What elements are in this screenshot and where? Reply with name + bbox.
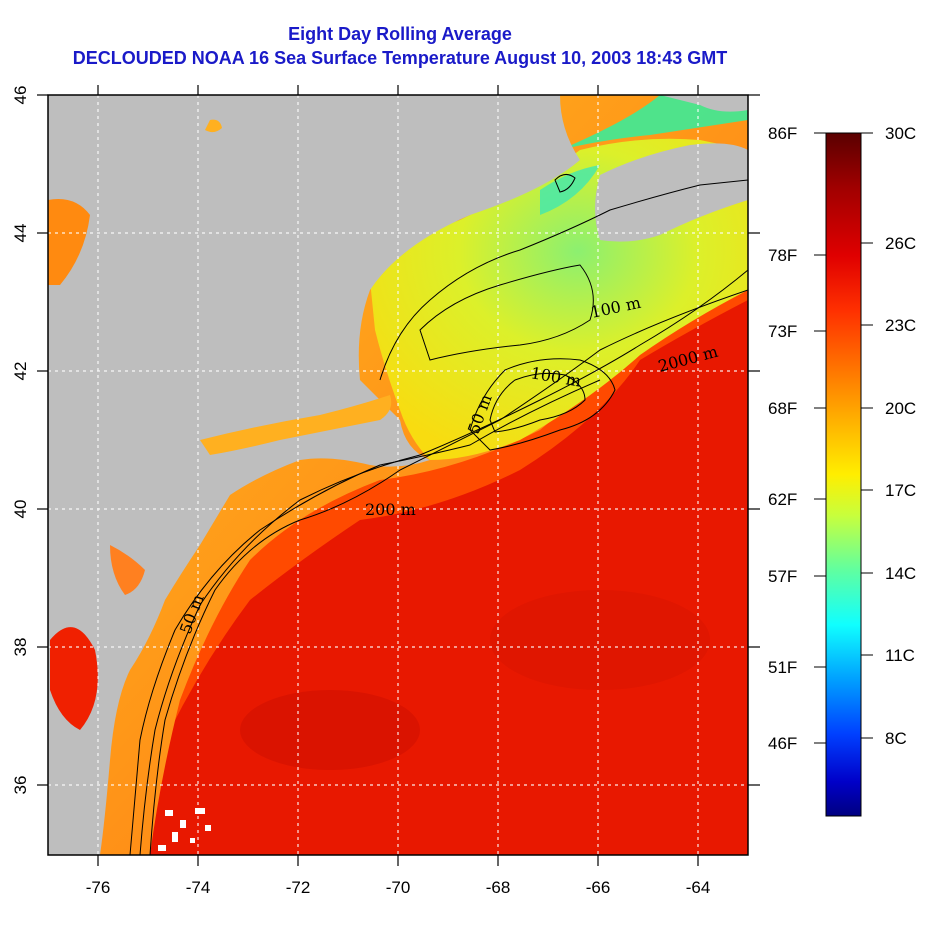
celsius-label: 20C <box>885 399 916 418</box>
celsius-label: 11C <box>885 646 915 665</box>
celsius-label: 30C <box>885 124 916 143</box>
coastal-water <box>200 395 392 455</box>
colorbar-gradient <box>825 132 862 817</box>
latitude-label: 40 <box>11 500 30 519</box>
contour-label: 200 m <box>365 500 416 519</box>
fahrenheit-label: 73F <box>768 322 797 341</box>
celsius-label: 26C <box>885 234 916 253</box>
lake-water <box>48 199 90 285</box>
contour-2000m <box>149 289 748 855</box>
longitude-label: -70 <box>386 878 411 897</box>
fahrenheit-label: 62F <box>768 490 797 509</box>
top-ticks <box>97 85 699 95</box>
latitude-label: 36 <box>11 776 30 795</box>
warm-core-patch <box>240 690 420 770</box>
delaware-bay <box>110 545 145 595</box>
longitude-label: -76 <box>86 878 111 897</box>
map-title: Eight Day Rolling Average <box>288 24 512 44</box>
fahrenheit-label: 46F <box>768 734 797 753</box>
celsius-label: 14C <box>885 564 916 583</box>
latitude-label: 42 <box>11 362 30 381</box>
chesapeake-bay <box>50 627 98 730</box>
depth-contours <box>129 174 748 855</box>
cold-water-patch <box>540 165 600 215</box>
land-mass <box>660 95 748 112</box>
georges-bank-contour <box>469 358 616 451</box>
fahrenheit-label: 68F <box>768 399 797 418</box>
fahrenheit-label: 78F <box>768 246 797 265</box>
celsius-label: 8C <box>885 729 907 748</box>
longitude-axis: -76 -74 -72 -70 -68 -66 -64 <box>86 878 711 897</box>
celsius-label: 17C <box>885 481 916 500</box>
latitude-label: 46 <box>11 86 30 105</box>
longitude-label: -74 <box>186 878 211 897</box>
temperature-colorbar: 86F 78F 73F 68F 62F 57F 51F 46F 30C 26C … <box>768 124 916 817</box>
celsius-label: 23C <box>885 316 916 335</box>
latitude-label: 44 <box>11 224 30 243</box>
graticule <box>48 95 748 855</box>
cold-water-patch <box>560 95 748 150</box>
longitude-label: -72 <box>286 878 311 897</box>
cloud-mask <box>158 808 211 851</box>
sst-map-image: 50 m 200 m 100 m 2000 m 100 m 50 m <box>48 95 748 855</box>
bottom-ticks <box>97 855 699 866</box>
longitude-label: -68 <box>486 878 511 897</box>
warm-core-patch <box>490 590 710 690</box>
right-ticks <box>748 94 760 786</box>
latitude-axis: 46 44 42 40 38 36 <box>11 86 30 795</box>
latitude-label: 38 <box>11 638 30 657</box>
lake-water <box>205 119 222 133</box>
fahrenheit-label: 86F <box>768 124 797 143</box>
fahrenheit-label: 57F <box>768 567 797 586</box>
longitude-label: -66 <box>586 878 611 897</box>
left-ticks <box>37 94 48 786</box>
land-mass <box>48 95 580 855</box>
map-subtitle: DECLOUDED NOAA 16 Sea Surface Temperatur… <box>72 48 728 68</box>
longitude-label: -64 <box>686 878 711 897</box>
fahrenheit-label: 51F <box>768 658 797 677</box>
